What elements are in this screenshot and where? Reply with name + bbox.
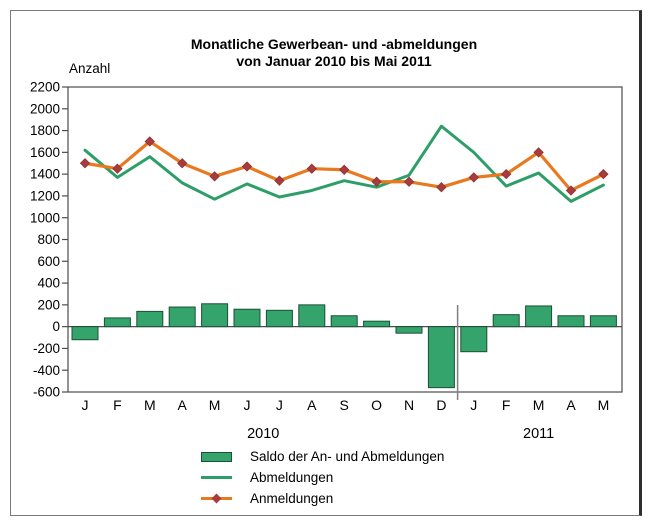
saldo-bar [363,320,391,328]
legend-item-anmeldungen: Anmeldungen [201,488,444,509]
chart-title-line1: Monatliche Gewerbean- und -abmeldungen [190,36,478,52]
saldo-bar [71,326,99,341]
legend-bar-swatch-icon [201,451,232,462]
chart-title-line2: von Januar 2010 bis Mai 2011 [236,53,432,69]
y-tick-label: 0 [52,319,60,334]
y-tick-label: 2000 [30,101,60,116]
saldo-bar [265,309,293,328]
saldo-bar [298,304,326,328]
anmeldungen-marker [274,175,285,186]
y-tick-label: 1800 [30,123,60,138]
x-month-label: J [244,397,251,413]
abmeldungen-line [83,124,605,203]
x-month-label: F [502,397,511,413]
saldo-bar [395,326,423,334]
saldo-bar [201,303,229,328]
anmeldungen-marker [468,172,479,183]
y-tick-label: 400 [37,276,60,291]
x-year-label: 2010 [247,426,279,442]
x-month-label: M [533,397,545,413]
x-month-label: J [82,397,89,413]
legend-item-abmeldungen: Abmeldungen [201,467,444,488]
saldo-bar [557,315,585,328]
anmeldungen-marker [533,147,544,158]
plot-border [67,86,623,393]
saldo-bar [525,305,553,328]
y-tick-label: 2200 [30,80,60,95]
chart-frame [10,10,642,516]
legend-label-abmeldungen: Abmeldungen [250,470,334,485]
x-month-label: A [307,397,317,413]
anmeldungen-marker [403,176,415,187]
x-month-label: N [404,397,414,413]
y-tick-label: 800 [37,232,60,247]
saldo-bar [589,315,617,328]
anmeldungen-marker [371,176,382,187]
x-month-label: M [598,397,610,413]
legend-greenline-swatch-icon [201,476,232,479]
legend-diamond-marker-icon [211,493,222,503]
anmeldungen-marker [565,185,577,196]
chart-title: Monatliche Gewerbean- und -abmeldungen v… [0,36,668,70]
saldo-bar [233,308,261,328]
x-month-label: F [113,397,122,413]
y-tick-label: -400 [33,363,60,378]
legend-label-saldo: Saldo der An- und Abmeldungen [250,449,445,464]
y-tick-label: 600 [37,254,60,269]
y-tick-label: -600 [33,385,60,400]
y-tick-label: 1600 [30,145,60,160]
saldo-bar [136,310,164,328]
x-month-label: A [178,397,188,413]
anmeldungen-marker [339,164,350,175]
x-month-label: M [209,397,221,413]
y-tick-label: 1400 [30,167,60,182]
anmeldungen-marker [79,158,91,169]
anmeldungen-marker [177,158,188,169]
y-tick-label: 1000 [30,210,60,225]
anmeldungen-marker [306,163,317,174]
saldo-bar [168,306,196,328]
x-month-label: M [144,397,156,413]
saldo-bar [103,317,131,328]
anmeldungen-marker [144,136,155,147]
x-month-label: J [276,397,283,413]
saldo-bar [460,326,488,353]
y-axis-label: Anzahl [69,61,111,76]
x-month-label: A [566,397,576,413]
anmeldungen-marker [436,182,447,193]
x-month-label: D [436,397,446,413]
y-tick-label: -200 [33,341,60,356]
legend-orangeline-swatch-icon [201,493,232,503]
legend-label-anmeldungen: Anmeldungen [250,491,334,506]
saldo-bar [492,314,520,328]
x-year-label: 2011 [523,426,554,442]
anmeldungen-marker [112,163,123,174]
saldo-bar [427,326,455,389]
x-month-label: O [371,397,382,413]
anmeldungen-marker [598,168,609,180]
legend-item-saldo: Saldo der An- und Abmeldungen [201,446,444,467]
anmeldungen-marker [501,168,512,180]
anmeldungen-marker [209,171,220,182]
y-tick-label: 1200 [30,189,60,204]
x-month-label: J [470,397,477,413]
chart-legend: Saldo der An- und Abmeldungen Abmeldunge… [201,446,444,509]
x-month-label: S [340,397,349,413]
anmeldungen-marker [241,161,253,172]
y-tick-label: 200 [37,297,60,312]
saldo-bar [330,315,358,328]
